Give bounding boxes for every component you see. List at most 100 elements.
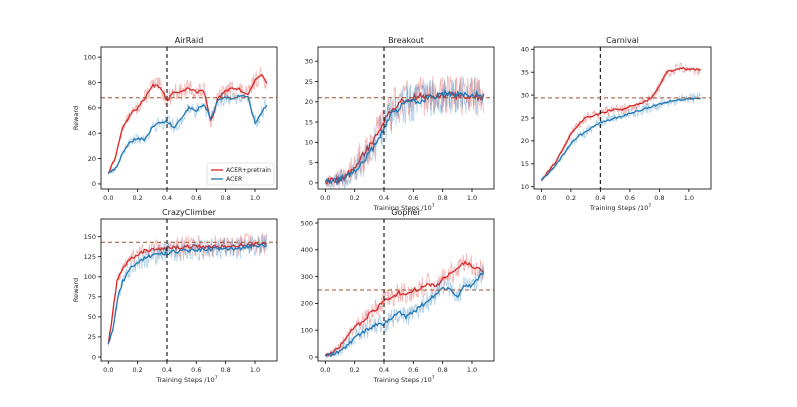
y-tick-label: 200 xyxy=(301,300,313,308)
series-raw-acer-pretrain xyxy=(541,62,701,182)
y-tick-label: 60 xyxy=(88,104,96,112)
x-tick-label: 1.0 xyxy=(467,194,477,202)
x-tick-label: 0.4 xyxy=(595,194,605,202)
y-tick-label: 100 xyxy=(301,326,313,334)
x-tick-label: 0.6 xyxy=(408,366,418,374)
y-tick-label: 20 xyxy=(305,98,313,106)
y-tick-label: 100 xyxy=(84,53,96,61)
y-tick-label: 15 xyxy=(521,160,529,168)
x-tick-label: 0.6 xyxy=(625,194,635,202)
series-raw-acer-pretrain xyxy=(324,75,485,189)
y-axis-label: Reward xyxy=(72,106,80,130)
x-tick-label: 0.8 xyxy=(220,194,230,202)
x-axis-label: Training Steps /107 xyxy=(155,375,217,384)
axes-frame xyxy=(100,218,278,362)
series-line-acer-pretrain xyxy=(540,66,701,182)
x-tick-label: 0.2 xyxy=(132,194,142,202)
subplot-airraid: 0.0 0.2 0.4 0.6 0.8 1.0 0 20 40 60 80 100 AirRaid Rew… xyxy=(72,36,278,202)
subplot-title: CrazyClimber xyxy=(162,208,217,217)
y-tick-label: 100 xyxy=(84,273,96,281)
y-tick-label: 25 xyxy=(521,114,529,122)
x-tick-label: 0.8 xyxy=(437,366,447,374)
legend-label: ACER xyxy=(226,176,242,183)
y-tick-label: 30 xyxy=(521,91,529,99)
x-tick-label: 0.6 xyxy=(191,366,201,374)
x-tick-label: 1.0 xyxy=(250,194,260,202)
series-raw-acer xyxy=(107,92,268,175)
y-tick-label: 20 xyxy=(521,137,529,145)
y-tick-label: 125 xyxy=(84,253,96,261)
subplot-title: AirRaid xyxy=(175,36,204,45)
x-tick-label: 0.8 xyxy=(220,366,230,374)
x-axis-label: Training Steps /107 xyxy=(372,203,434,212)
series-raw-acer-pretrain xyxy=(107,67,268,176)
x-tick-label: 0.2 xyxy=(349,366,359,374)
x-tick-label: 0.2 xyxy=(349,194,359,202)
axes-frame xyxy=(317,218,495,362)
x-tick-label: 0.4 xyxy=(379,194,389,202)
y-axis-label: Reward xyxy=(72,278,80,302)
y-tick-label: 20 xyxy=(88,155,96,163)
y-tick-label: 15 xyxy=(305,118,313,126)
plot-area xyxy=(107,232,268,346)
series-raw-acer xyxy=(541,92,702,182)
subplot-carnival: 0.0 0.2 0.4 0.6 0.8 1.0 10 15 20 25 30 35 40 Carnival… xyxy=(521,36,712,212)
x-tick-label: 0.4 xyxy=(379,366,389,374)
x-axis-label: Training Steps /107 xyxy=(589,203,651,212)
subplot-gopher: 0.0 0.2 0.4 0.6 0.8 1.0 0 100 200 300 400 500 Gopher… xyxy=(301,208,495,384)
y-tick-label: 0 xyxy=(92,180,96,188)
subplot-crazyclimber: 0.0 0.2 0.4 0.6 0.8 1.0 0 25 50 75 100 125 150 CrazyC… xyxy=(72,208,278,384)
series-raw-acer-pretrain xyxy=(324,252,485,359)
series-raw-acer xyxy=(324,265,485,359)
plot-area xyxy=(324,252,485,359)
y-tick-label: 300 xyxy=(301,273,313,281)
subplot-breakout: 0.0 0.2 0.4 0.6 0.8 1.0 0 5 10 15 20 25 30 Breakout Tr… xyxy=(305,36,495,212)
y-tick-label: 25 xyxy=(88,333,96,341)
subplot-title: Gopher xyxy=(391,208,421,217)
series-line-acer xyxy=(107,94,268,174)
legend-label: ACER+pretrain xyxy=(226,167,271,174)
subplot-title: Breakout xyxy=(388,36,424,45)
x-axis-label-exponent: 7 xyxy=(432,375,435,381)
x-axis-label-exponent: 7 xyxy=(648,203,651,209)
y-tick-label: 40 xyxy=(88,130,96,138)
y-tick-label: 30 xyxy=(305,58,313,66)
subplot-title: Carnival xyxy=(606,36,639,45)
y-tick-label: 35 xyxy=(521,68,529,76)
series-line-acer xyxy=(324,89,485,187)
x-axis-label-exponent: 7 xyxy=(432,203,435,209)
y-tick-label: 50 xyxy=(88,313,96,321)
x-tick-label: 0.8 xyxy=(654,194,664,202)
x-tick-label: 0.0 xyxy=(536,194,546,202)
series-line-acer-pretrain xyxy=(107,241,268,344)
series-line-acer xyxy=(540,97,702,181)
y-tick-label: 10 xyxy=(305,139,313,147)
x-tick-label: 0.0 xyxy=(320,366,330,374)
legend: ACER+pretrain ACER xyxy=(206,162,275,186)
axes-frame xyxy=(317,46,495,190)
x-tick-label: 0.2 xyxy=(132,366,142,374)
x-tick-label: 1.0 xyxy=(467,366,477,374)
y-tick-label: 80 xyxy=(88,79,96,87)
series-line-acer xyxy=(107,243,268,344)
y-tick-label: 25 xyxy=(305,78,313,86)
x-tick-label: 1.0 xyxy=(250,366,260,374)
series-line-acer-pretrain xyxy=(107,74,268,174)
x-tick-label: 0.8 xyxy=(437,194,447,202)
x-tick-label: 0.2 xyxy=(566,194,576,202)
x-tick-label: 0.6 xyxy=(408,194,418,202)
series-line-acer-pretrain xyxy=(324,260,485,357)
y-tick-label: 150 xyxy=(84,233,96,241)
y-tick-label: 75 xyxy=(88,293,96,301)
plot-area xyxy=(324,75,485,189)
x-tick-label: 1.0 xyxy=(684,194,694,202)
series-raw-acer-pretrain xyxy=(107,232,268,346)
y-tick-label: 0 xyxy=(309,353,313,361)
x-axis-label: Training Steps /107 xyxy=(372,375,434,384)
y-tick-label: 500 xyxy=(301,219,313,227)
x-axis-label-exponent: 7 xyxy=(215,375,218,381)
axes-frame xyxy=(100,46,278,190)
series-raw-acer xyxy=(324,75,485,189)
series-line-acer xyxy=(325,272,485,358)
